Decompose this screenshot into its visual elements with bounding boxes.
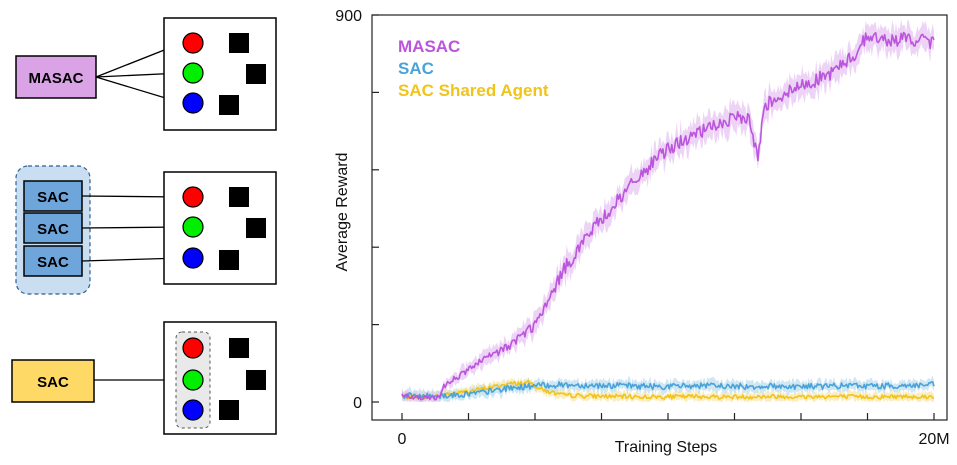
agent-red [182,337,204,359]
landmark [229,338,249,358]
chart: 0 20M 0 900 Training Steps Average Reward M… [334,8,950,456]
tick-labels: 0 20M 0 900 [335,8,949,448]
sac-label: SAC [37,254,69,271]
landmark [229,187,249,207]
landmark [229,33,249,53]
agent-blue [182,399,204,421]
landmark [219,400,239,420]
panel-sac-shared: SAC [11,321,277,435]
panel-sac: SAC SAC SAC [15,165,277,295]
series-lines [401,31,935,401]
agent-blue [182,247,204,269]
series-line [401,381,935,400]
diagram: MASAC SAC SAC SAC [11,17,277,435]
x-tick-label: 0 [398,431,407,448]
y-tick-label: 0 [353,395,362,412]
landmark [219,95,239,115]
landmark [246,370,266,390]
error-band [402,375,934,402]
agent-green [182,62,204,84]
legend-item: MASAC [398,37,460,56]
legend-item: SAC [398,59,434,78]
legend-item: SAC Shared Agent [398,81,549,100]
masac-label: MASAC [29,70,84,87]
y-ticks [372,14,379,403]
landmark [246,64,266,84]
error-band [402,19,934,402]
sac-label: SAC [37,189,69,206]
x-tick-label: 20M [918,431,949,448]
series-line [401,379,935,400]
landmark [219,250,239,270]
shared-sac-label: SAC [37,374,69,391]
y-tick-label: 900 [335,8,362,25]
series-line [401,31,935,401]
shared-label-box [11,359,95,403]
x-axis-label: Training Steps [615,439,718,456]
agent-red [182,186,204,208]
agent-green [182,216,204,238]
masac-label-box [15,55,97,99]
plot-frame [371,14,948,421]
landmark [246,218,266,238]
sac-label: SAC [37,221,69,238]
x-ticks [401,413,935,420]
panel-masac: MASAC [15,17,277,131]
agent-blue [182,92,204,114]
agent-red [182,32,204,54]
error-bands [402,19,934,402]
y-axis-label: Average Reward [334,153,351,272]
agent-green [182,369,204,391]
legend: MASAC SAC SAC Shared Agent [398,37,549,100]
